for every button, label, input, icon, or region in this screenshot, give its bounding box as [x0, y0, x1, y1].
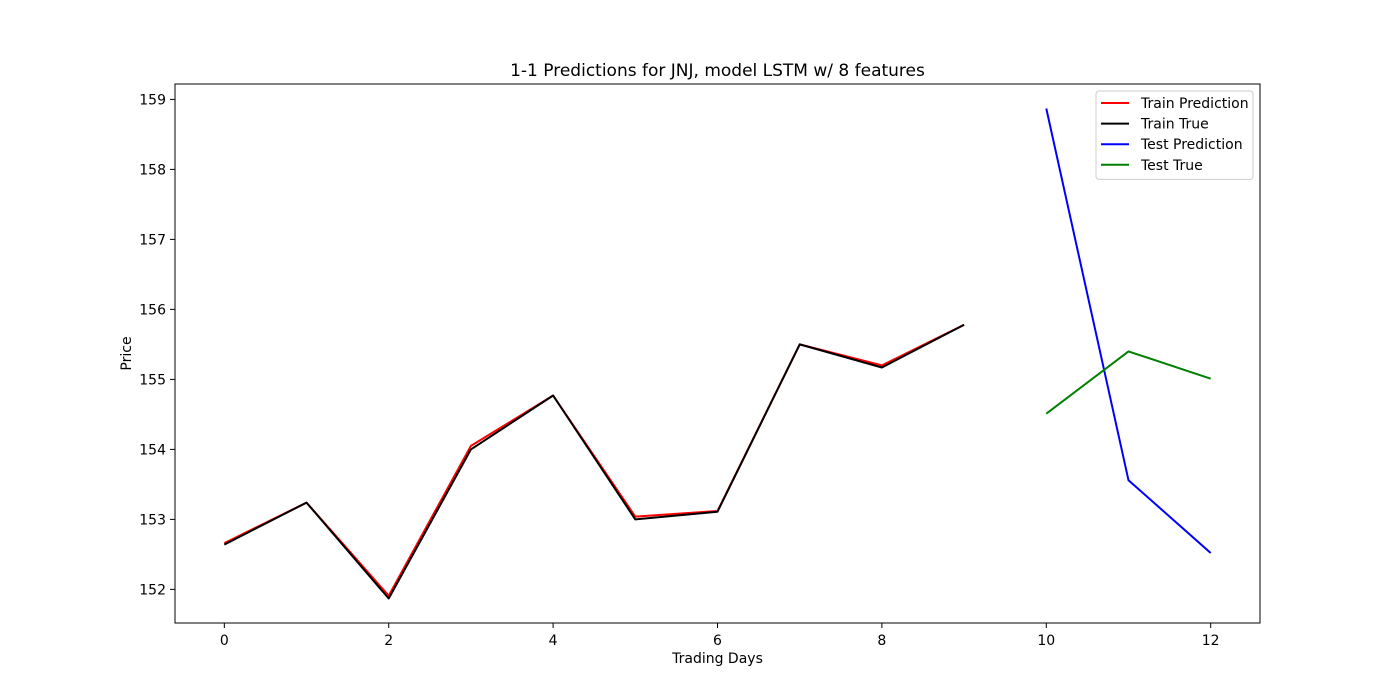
- y-tick-label: 157: [139, 232, 166, 248]
- legend-label-test-true: Test True: [1140, 158, 1203, 174]
- y-tick-label: 159: [139, 92, 166, 108]
- legend-box: [1095, 90, 1254, 180]
- ticks-layer: 0 2 4 6 8 10 12 152 153 154 155 156 157 158 159: [139, 92, 1219, 649]
- series-line-train-prediction: [223, 323, 965, 597]
- y-tick-label: 158: [139, 162, 166, 178]
- x-axis-title: Trading Days: [671, 651, 763, 667]
- y-tick-label: 156: [139, 302, 166, 318]
- x-tick-label: 8: [877, 633, 886, 649]
- x-tick-label: 4: [549, 633, 558, 649]
- x-tick-label: 10: [1037, 633, 1055, 649]
- x-tick-label: 2: [384, 633, 393, 649]
- series-line-test-true: [1045, 350, 1211, 415]
- x-tick-label: 6: [713, 633, 722, 649]
- series-layer: [223, 108, 1212, 600]
- y-axis-title: Price: [119, 336, 135, 370]
- plot-frame: [174, 83, 1261, 624]
- y-tick-label: 154: [139, 442, 166, 458]
- y-tick-label: 155: [139, 372, 166, 388]
- y-tick-label: 153: [139, 512, 166, 528]
- legend-label-train-prediction: Train Prediction: [1140, 96, 1249, 112]
- x-tick-label: 12: [1202, 633, 1220, 649]
- legend-label-train-true: Train True: [1140, 117, 1209, 133]
- y-tick-label: 152: [139, 582, 166, 598]
- legend: Train Prediction Train True Test Predictio…: [1095, 90, 1254, 180]
- series-line-train-true: [223, 323, 965, 600]
- series-line-test-prediction: [1045, 108, 1212, 554]
- chart-title: 1-1 Predictions for JNJ, model LSTM w/ 8…: [510, 61, 925, 81]
- x-tick-label: 0: [220, 633, 229, 649]
- legend-label-test-prediction: Test Prediction: [1140, 137, 1243, 153]
